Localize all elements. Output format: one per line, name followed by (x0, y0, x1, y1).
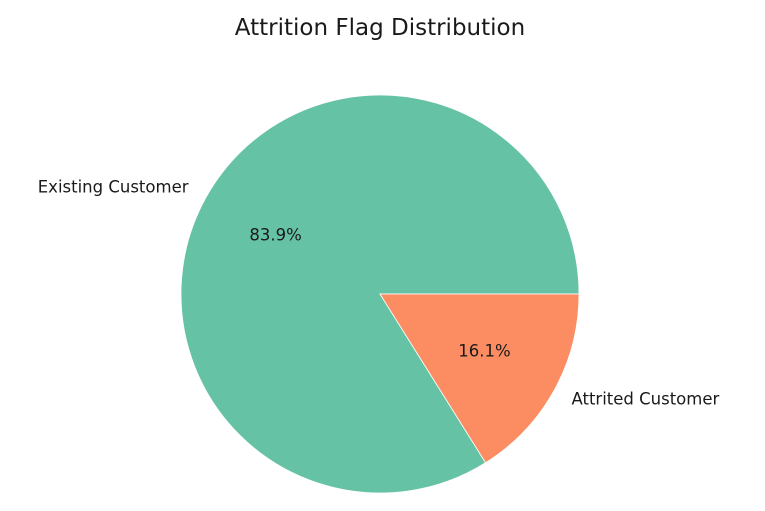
chart-title: Attrition Flag Distribution (235, 15, 525, 41)
pie-slices (180, 94, 580, 494)
pct-label-existing-customer: 83.9% (249, 226, 301, 245)
pie-labels: Existing Customer 83.9% Attrited Customer 1… (38, 177, 720, 408)
slice-attrited-customer (379, 293, 580, 464)
slice-label-attrited-customer: Attrited Customer (571, 390, 719, 409)
pct-label-attrited-customer: 16.1% (458, 341, 510, 360)
slice-label-existing-customer: Existing Customer (38, 177, 189, 196)
